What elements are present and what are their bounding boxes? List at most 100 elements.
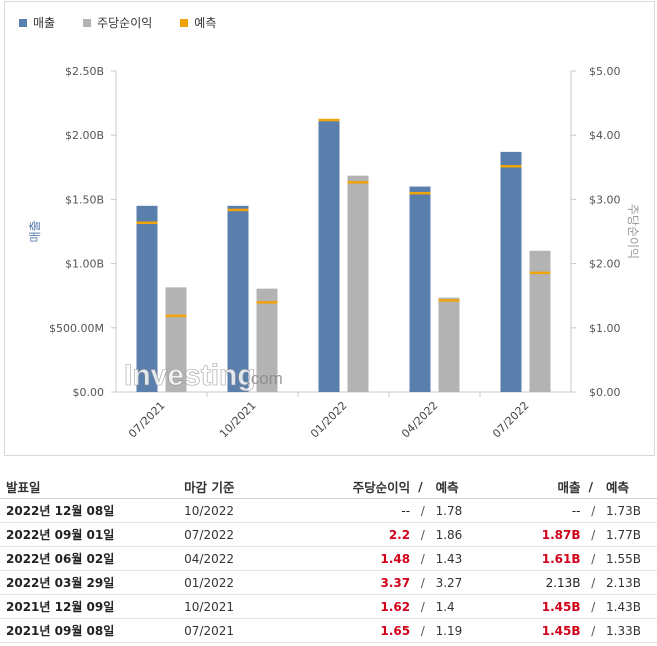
row-date: 2022년 06월 02일 (0, 546, 179, 571)
row-eps-slash: / (416, 618, 430, 643)
left-tick-label: $0.00 (73, 386, 105, 399)
revenue-forecast-marker (500, 165, 522, 168)
table-row: 2021년 09월 08일 07/2021 1.65/1.19 1.45B/1.33B (0, 618, 657, 643)
eps-forecast-marker (438, 299, 460, 302)
eps-bar (529, 250, 551, 392)
row-eps: 1.65 (303, 618, 417, 643)
legend-label-revenue: 매출 (33, 16, 56, 30)
revenue-bar (136, 205, 158, 392)
left-tick-label: $2.50B (65, 65, 104, 78)
watermark-brand: Investing (124, 359, 256, 392)
row-revenue-forecast: 1.73B (600, 498, 657, 523)
table-header-row: 발표일 마감 기준 주당순이익 / 예측 매출 / 예측 (0, 474, 657, 499)
row-period: 07/2021 (178, 618, 304, 643)
header-revenue[interactable]: 매출 (507, 474, 587, 499)
eps-bar (347, 175, 369, 392)
category-tick-label: 07/2022 (490, 399, 532, 441)
revenue-swatch-icon (19, 18, 27, 27)
legend-item-eps[interactable]: 주당순이익 (83, 14, 152, 31)
row-eps-forecast: 1.78 (429, 498, 508, 523)
table-body: 2022년 12월 08일 10/2022 --/1.78 --/1.73B 2022년… (0, 498, 657, 643)
row-date: 2021년 12월 09일 (0, 594, 179, 619)
header-period[interactable]: 마감 기준 (178, 474, 304, 499)
legend-item-forecast[interactable]: 예측 (180, 14, 216, 31)
legend-item-revenue[interactable]: 매출 (19, 14, 55, 31)
header-slash-eps: / (416, 474, 430, 499)
row-eps: 1.62 (303, 594, 417, 619)
left-axis-title: 매출 (28, 220, 42, 242)
row-eps: 1.48 (303, 546, 417, 571)
row-revenue-forecast: 1.43B (600, 594, 657, 619)
category-tick-label: 01/2022 (308, 399, 350, 441)
row-eps-slash: / (416, 594, 430, 619)
right-tick-label: $5.00 (589, 65, 621, 78)
table-row: 2022년 03월 29일 01/2022 3.37/3.27 2.13B/2.13B (0, 570, 657, 595)
row-period: 04/2022 (178, 546, 304, 571)
earnings-chart: 매출 주당순이익 예측 $0.00 $500.00M $1.00B $1.50B $2.… (4, 1, 655, 456)
row-eps: -- (303, 498, 417, 523)
table-row: 2021년 12월 09일 10/2021 1.62/1.4 1.45B/1.43B (0, 594, 657, 619)
row-eps: 3.37 (303, 570, 417, 595)
row-period: 01/2022 (178, 570, 304, 595)
header-eps[interactable]: 주당순이익 (303, 474, 417, 499)
right-tick-label: $3.00 (589, 193, 621, 206)
chart-plot: $0.00 $500.00M $1.00B $1.50B $2.00B $2.50B $0.… (28, 65, 640, 441)
table-row: 2022년 12월 08일 10/2022 --/1.78 --/1.73B (0, 498, 657, 523)
category-tick-label: 07/2021 (126, 399, 168, 441)
row-eps-forecast: 1.4 (429, 594, 508, 619)
row-eps-forecast: 3.27 (429, 570, 508, 595)
right-tick-label: $0.00 (589, 386, 621, 399)
row-date: 2022년 09월 01일 (0, 522, 179, 547)
eps-forecast-marker (347, 181, 369, 184)
revenue-bar (500, 151, 522, 392)
category-tick-label: 04/2022 (399, 399, 441, 441)
row-eps-forecast: 1.43 (429, 546, 508, 571)
row-revenue: 1.45B (507, 594, 587, 619)
row-period: 10/2021 (178, 594, 304, 619)
row-revenue-slash: / (586, 570, 600, 595)
row-period: 07/2022 (178, 522, 304, 547)
row-date: 2021년 09월 08일 (0, 618, 179, 643)
row-revenue: 1.61B (507, 546, 587, 571)
watermark-suffix: .com (246, 369, 283, 388)
table-row: 2022년 09월 01일 07/2022 2.2/1.86 1.87B/1.77B (0, 522, 657, 547)
revenue-bar (409, 186, 431, 392)
right-tick-label: $1.00 (589, 322, 621, 335)
revenue-forecast-marker (409, 191, 431, 195)
row-revenue-slash: / (586, 546, 600, 571)
eps-bar (256, 288, 278, 392)
revenue-bar (318, 121, 340, 393)
left-tick-label: $500.00M (49, 322, 104, 335)
header-revenue-forecast[interactable]: 예측 (600, 474, 657, 499)
row-revenue: 1.87B (507, 522, 587, 547)
row-eps-slash: / (416, 570, 430, 595)
revenue-forecast-marker (136, 221, 158, 225)
header-eps-forecast[interactable]: 예측 (429, 474, 508, 499)
header-date[interactable]: 발표일 (0, 474, 179, 499)
row-revenue-slash: / (586, 618, 600, 643)
revenue-bar (227, 205, 249, 392)
eps-bar (165, 287, 187, 392)
row-period: 10/2022 (178, 498, 304, 523)
right-tick-label: $2.00 (589, 258, 621, 271)
row-eps: 2.2 (303, 522, 417, 547)
row-date: 2022년 12월 08일 (0, 498, 179, 523)
row-revenue: 2.13B (507, 570, 587, 595)
row-revenue-forecast: 2.13B (600, 570, 657, 595)
header-slash-revenue: / (586, 474, 600, 499)
forecast-swatch-icon (180, 18, 189, 27)
table-row: 2022년 06월 02일 04/2022 1.48/1.43 1.61B/1.55B (0, 546, 657, 571)
row-eps-slash: / (416, 546, 430, 571)
row-revenue-slash: / (586, 522, 600, 547)
row-revenue-slash: / (586, 498, 600, 523)
left-tick-label: $1.00B (65, 258, 104, 271)
right-axis-title: 주당순이익 (626, 204, 640, 259)
row-revenue-slash: / (586, 594, 600, 619)
watermark: Investing.com (124, 359, 283, 393)
row-eps-forecast: 1.19 (429, 618, 508, 643)
row-revenue-forecast: 1.77B (600, 522, 657, 547)
row-revenue: 1.45B (507, 618, 587, 643)
category-tick-label: 10/2021 (217, 399, 259, 441)
row-revenue-forecast: 1.55B (600, 546, 657, 571)
left-tick-label: $1.50B (65, 193, 104, 206)
